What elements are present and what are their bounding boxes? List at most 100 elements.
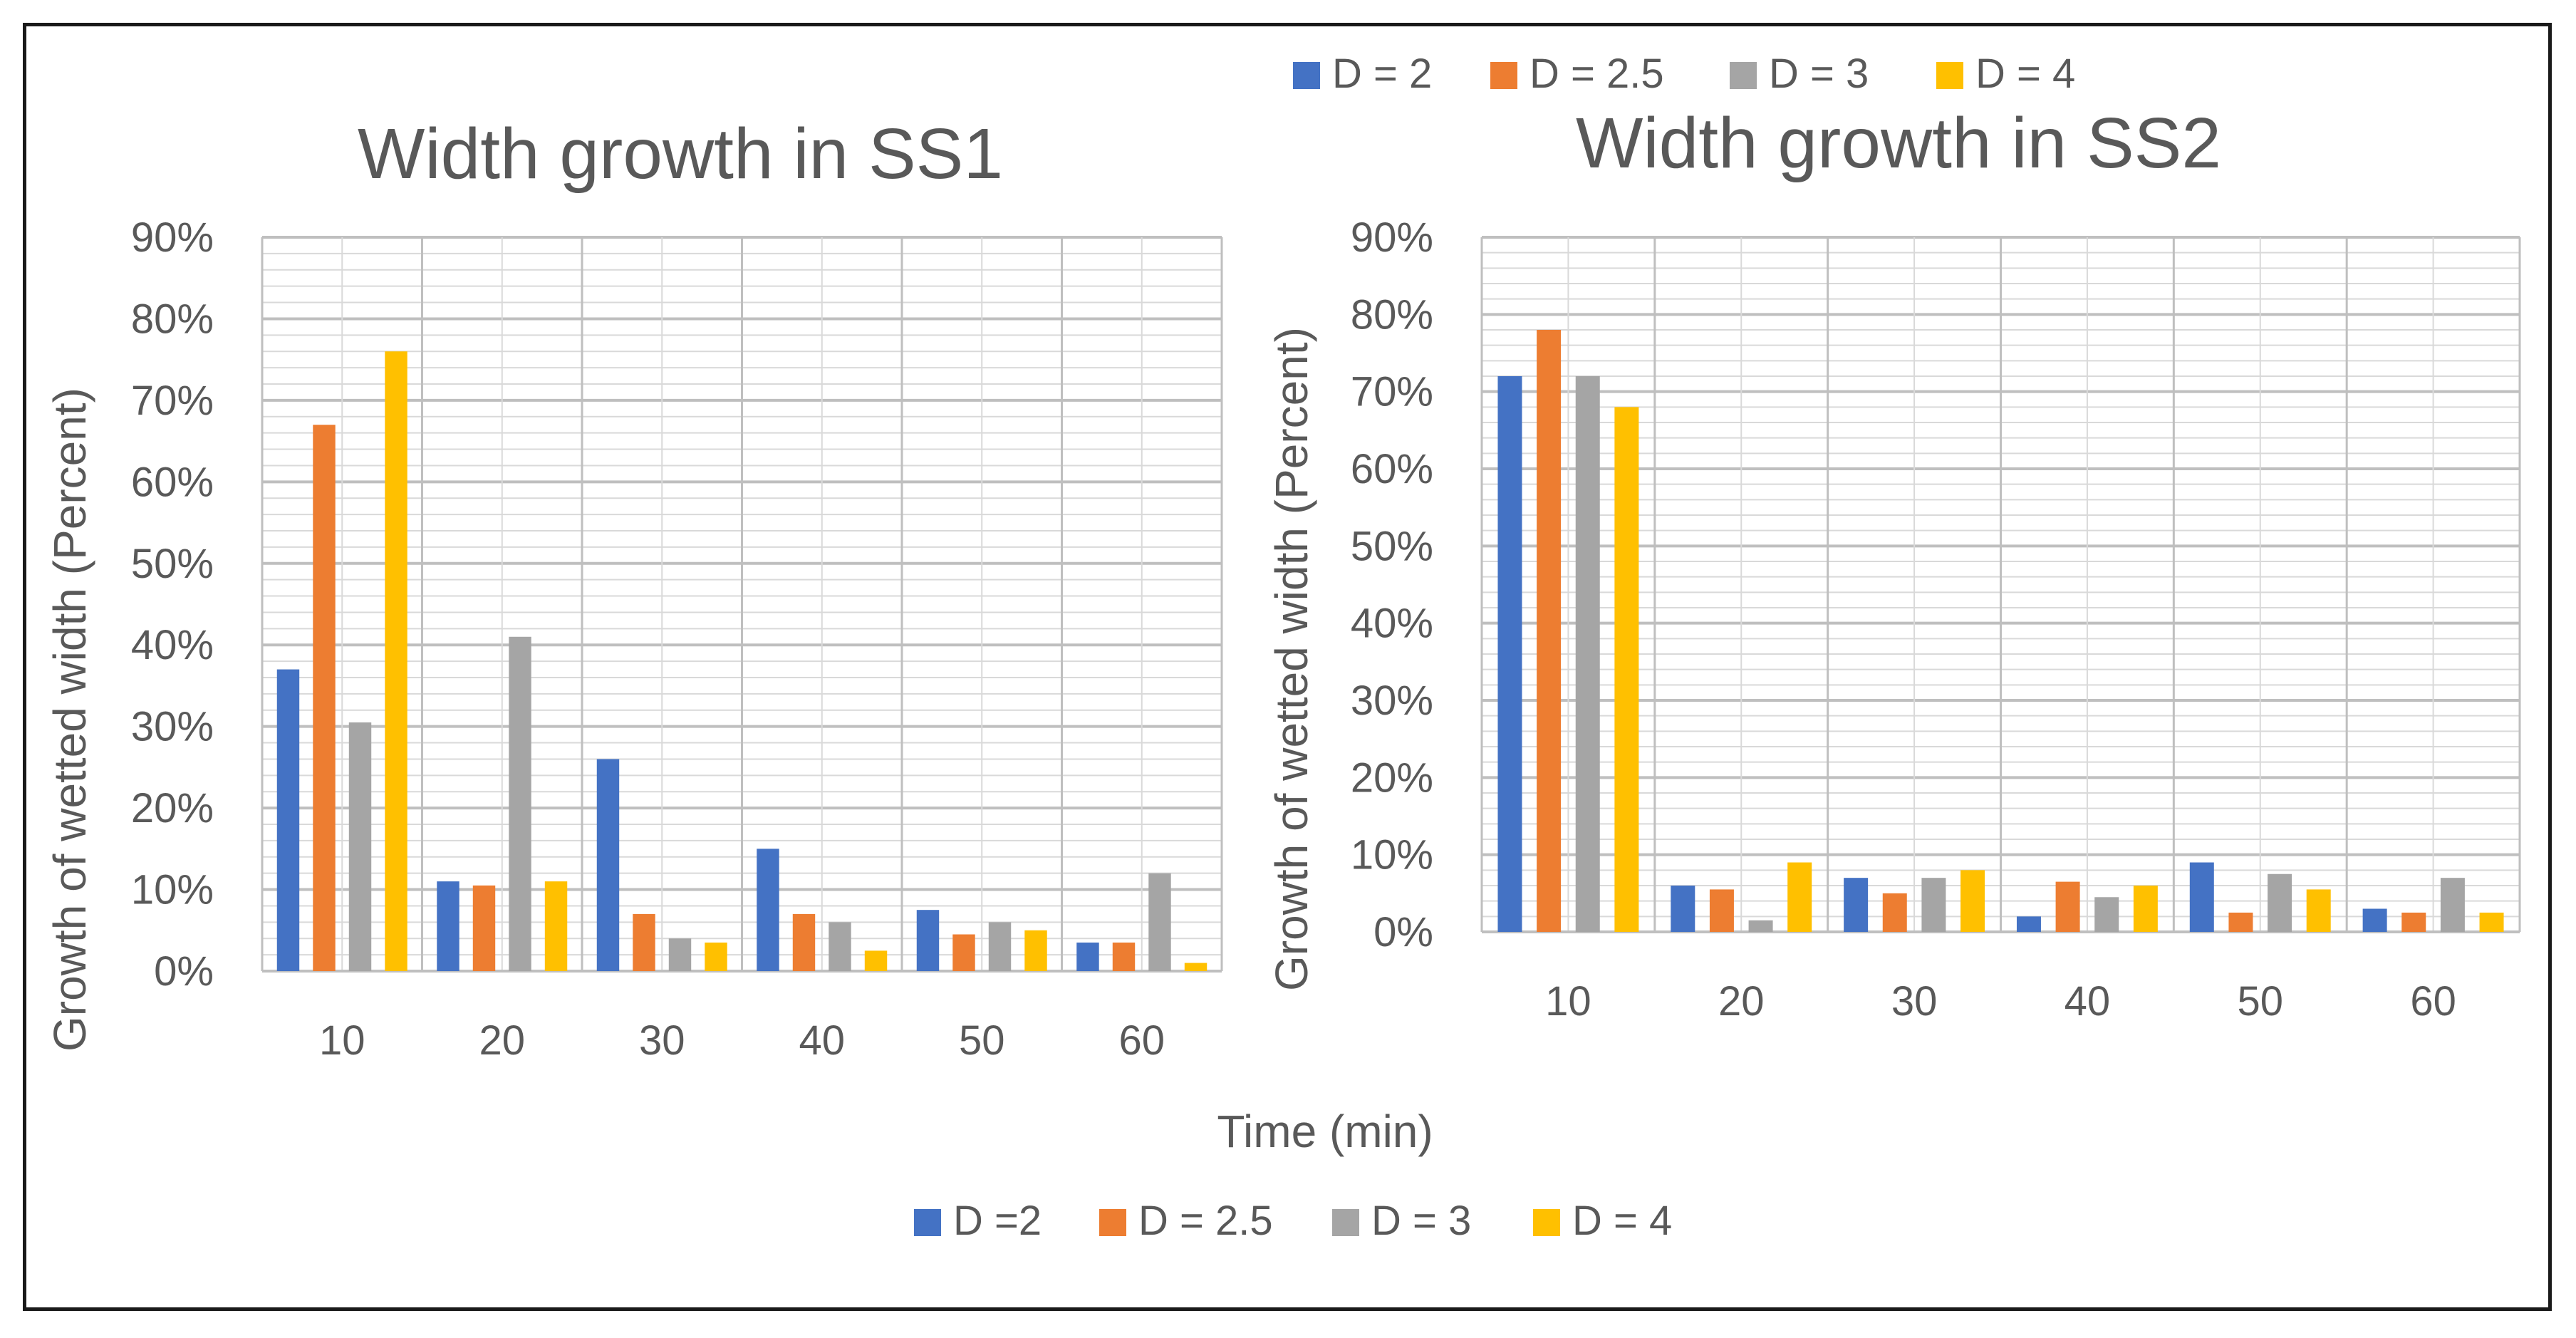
chart-ss2-bar-s1-50 xyxy=(2189,862,2214,932)
chart-ss2-gridlines xyxy=(1480,236,2521,933)
chart-ss2-bar-s3-30 xyxy=(1921,878,1946,932)
chart-ss1-bar-s3-60 xyxy=(1148,873,1171,971)
chart-ss2-bar-s1-40 xyxy=(2016,916,2041,932)
chart-ss2-bar-s3-40 xyxy=(2094,897,2119,932)
chart-ss2-x-tick-label: 10 xyxy=(1545,978,1591,1025)
chart-ss1-bar-s4-60 xyxy=(1184,963,1208,971)
bottom-legend-label-4: D = 4 xyxy=(1572,1198,1672,1244)
chart-ss2-bar-s1-60 xyxy=(2362,908,2387,932)
chart-ss1-x-tick-label: 30 xyxy=(639,1017,685,1064)
chart-ss1-bar-s2-20 xyxy=(472,885,496,971)
chart-ss1-x-tick-label: 50 xyxy=(959,1017,1005,1064)
chart-ss1-bar-s1-40 xyxy=(757,849,779,971)
chart-ss1-title: Width growth in SS1 xyxy=(358,114,1003,194)
chart-ss2-y-tick-label: 20% xyxy=(1351,754,1433,801)
chart-ss2-y-ticks: 0% 10% 20% 30% 40% 50% 60% 70% 80% 90% xyxy=(1351,214,1433,955)
chart-ss1-bar-s3-40 xyxy=(829,922,851,971)
chart-ss1-bar-s1-50 xyxy=(916,910,940,971)
chart-ss2-y-tick-label: 80% xyxy=(1351,291,1433,338)
chart-ss1-bar-s2-30 xyxy=(633,913,655,971)
chart-ss1-bar-s3-30 xyxy=(668,938,692,971)
chart-ss2-y-axis-label: Growth of wetted width (Percent) xyxy=(1266,327,1317,991)
chart-ss1-bar-s1-20 xyxy=(437,881,459,971)
chart-ss2-bar-s4-60 xyxy=(2479,912,2504,932)
chart-ss1-y-tick-label: 10% xyxy=(131,867,214,913)
chart-ss1-y-tick-label: 60% xyxy=(131,459,214,505)
chart-ss2-y-tick-label: 0% xyxy=(1373,909,1433,955)
bottom-legend-swatch-2 xyxy=(1099,1209,1126,1236)
figure-frame xyxy=(23,23,2552,1311)
chart-ss2-bar-s3-10 xyxy=(1575,376,1600,932)
chart-ss2-bar-s2-10 xyxy=(1537,330,1562,932)
top-legend-swatch-3 xyxy=(1730,62,1757,89)
x-axis-label: Time (min) xyxy=(1217,1106,1433,1157)
bottom-legend: D =2 D = 2.5 D = 3 D = 4 xyxy=(914,1198,1672,1244)
chart-ss1-bar-s4-40 xyxy=(864,950,888,971)
chart-ss1-y-tick-label: 50% xyxy=(131,541,214,587)
chart-ss1-x-tick-label: 20 xyxy=(479,1017,525,1064)
chart-ss1-bar-s4-50 xyxy=(1024,930,1047,971)
chart-ss2-y-tick-label: 30% xyxy=(1351,678,1433,724)
chart-ss2-x-ticks: 10 20 30 40 50 60 xyxy=(1545,978,2456,1025)
top-legend-label-3: D = 3 xyxy=(1769,51,1869,97)
chart-ss1-bar-s4-30 xyxy=(705,942,727,971)
chart-ss1-bar-s4-10 xyxy=(385,351,407,971)
chart-ss1-bar-s1-10 xyxy=(276,669,300,971)
chart-ss1-y-tick-label: 80% xyxy=(131,296,214,342)
top-legend-label-2: D = 2.5 xyxy=(1530,51,1664,97)
bottom-legend-label-2: D = 2.5 xyxy=(1138,1198,1273,1244)
chart-ss1-x-tick-label: 10 xyxy=(319,1017,365,1064)
chart-ss1-y-tick-label: 30% xyxy=(131,704,214,750)
chart-ss1-bar-s2-40 xyxy=(792,913,816,971)
chart-ss2-bars xyxy=(1497,330,2504,932)
chart-ss2-bar-s1-10 xyxy=(1497,376,1522,932)
chart-ss1-bar-s3-50 xyxy=(988,922,1012,971)
chart-ss2-bar-s2-40 xyxy=(2055,881,2080,932)
chart-ss1-y-ticks: 0% 10% 20% 30% 40% 50% 60% 70% 80% 90% xyxy=(131,214,214,995)
chart-ss2-bar-s4-20 xyxy=(1787,862,1812,932)
chart-ss1-y-tick-label: 20% xyxy=(131,785,214,831)
top-legend-swatch-1 xyxy=(1293,62,1320,89)
chart-ss2-bar-s3-20 xyxy=(1748,920,1773,932)
top-legend-swatch-2 xyxy=(1490,62,1517,89)
chart-ss1-bar-s3-10 xyxy=(348,722,372,971)
chart-ss2-bar-s2-60 xyxy=(2401,912,2426,932)
top-legend-swatch-4 xyxy=(1936,62,1963,89)
chart-ss2-y-tick-label: 60% xyxy=(1351,446,1433,492)
chart-ss1-bar-s4-20 xyxy=(544,881,568,971)
chart-ss2-y-tick-label: 50% xyxy=(1351,523,1433,569)
bottom-legend-label-3: D = 3 xyxy=(1371,1198,1471,1244)
chart-ss2-x-tick-label: 40 xyxy=(2065,978,2111,1025)
bottom-legend-swatch-4 xyxy=(1533,1209,1560,1236)
chart-ss1-y-tick-label: 40% xyxy=(131,622,214,668)
chart-ss2-bar-s2-50 xyxy=(2228,912,2253,932)
chart-ss2-bar-s4-40 xyxy=(2133,886,2158,932)
top-legend-label-1: D = 2 xyxy=(1332,51,1432,97)
chart-ss1-bar-s3-20 xyxy=(509,636,531,971)
chart-ss2-x-tick-label: 20 xyxy=(1718,978,1765,1025)
chart-ss1-bar-s2-10 xyxy=(313,425,336,971)
chart-ss2-bar-s2-30 xyxy=(1882,893,1907,932)
chart-ss1-bars xyxy=(276,351,1208,971)
top-legend-label-4: D = 4 xyxy=(1975,51,2075,97)
chart-ss2-x-tick-label: 60 xyxy=(2410,978,2456,1025)
chart-ss2-y-tick-label: 90% xyxy=(1351,214,1433,261)
chart-ss1-y-tick-label: 70% xyxy=(131,378,214,424)
chart-ss1-x-tick-label: 40 xyxy=(799,1017,845,1064)
chart-ss2-bar-s4-30 xyxy=(1960,870,1985,932)
chart-ss1-bar-s2-60 xyxy=(1112,942,1136,971)
chart-ss2-x-tick-label: 50 xyxy=(2237,978,2283,1025)
chart-ss2-bar-s4-50 xyxy=(2306,889,2331,932)
chart-ss1-bar-s1-30 xyxy=(596,759,620,971)
chart-ss1-y-axis-label: Growth of wetted width (Percent) xyxy=(44,388,95,1052)
chart-ss1-x-ticks: 10 20 30 40 50 60 xyxy=(319,1017,1165,1064)
chart-ss2-y-tick-label: 40% xyxy=(1351,601,1433,647)
chart-ss2-y-tick-label: 70% xyxy=(1351,369,1433,415)
chart-ss2-bar-s1-30 xyxy=(1844,878,1869,932)
chart-ss1-bar-s1-60 xyxy=(1076,942,1099,971)
chart-ss2-title: Width growth in SS2 xyxy=(1576,103,2221,183)
bottom-legend-swatch-3 xyxy=(1332,1209,1359,1236)
bottom-legend-label-1: D =2 xyxy=(953,1198,1042,1244)
chart-ss1-gridlines xyxy=(261,236,1223,973)
